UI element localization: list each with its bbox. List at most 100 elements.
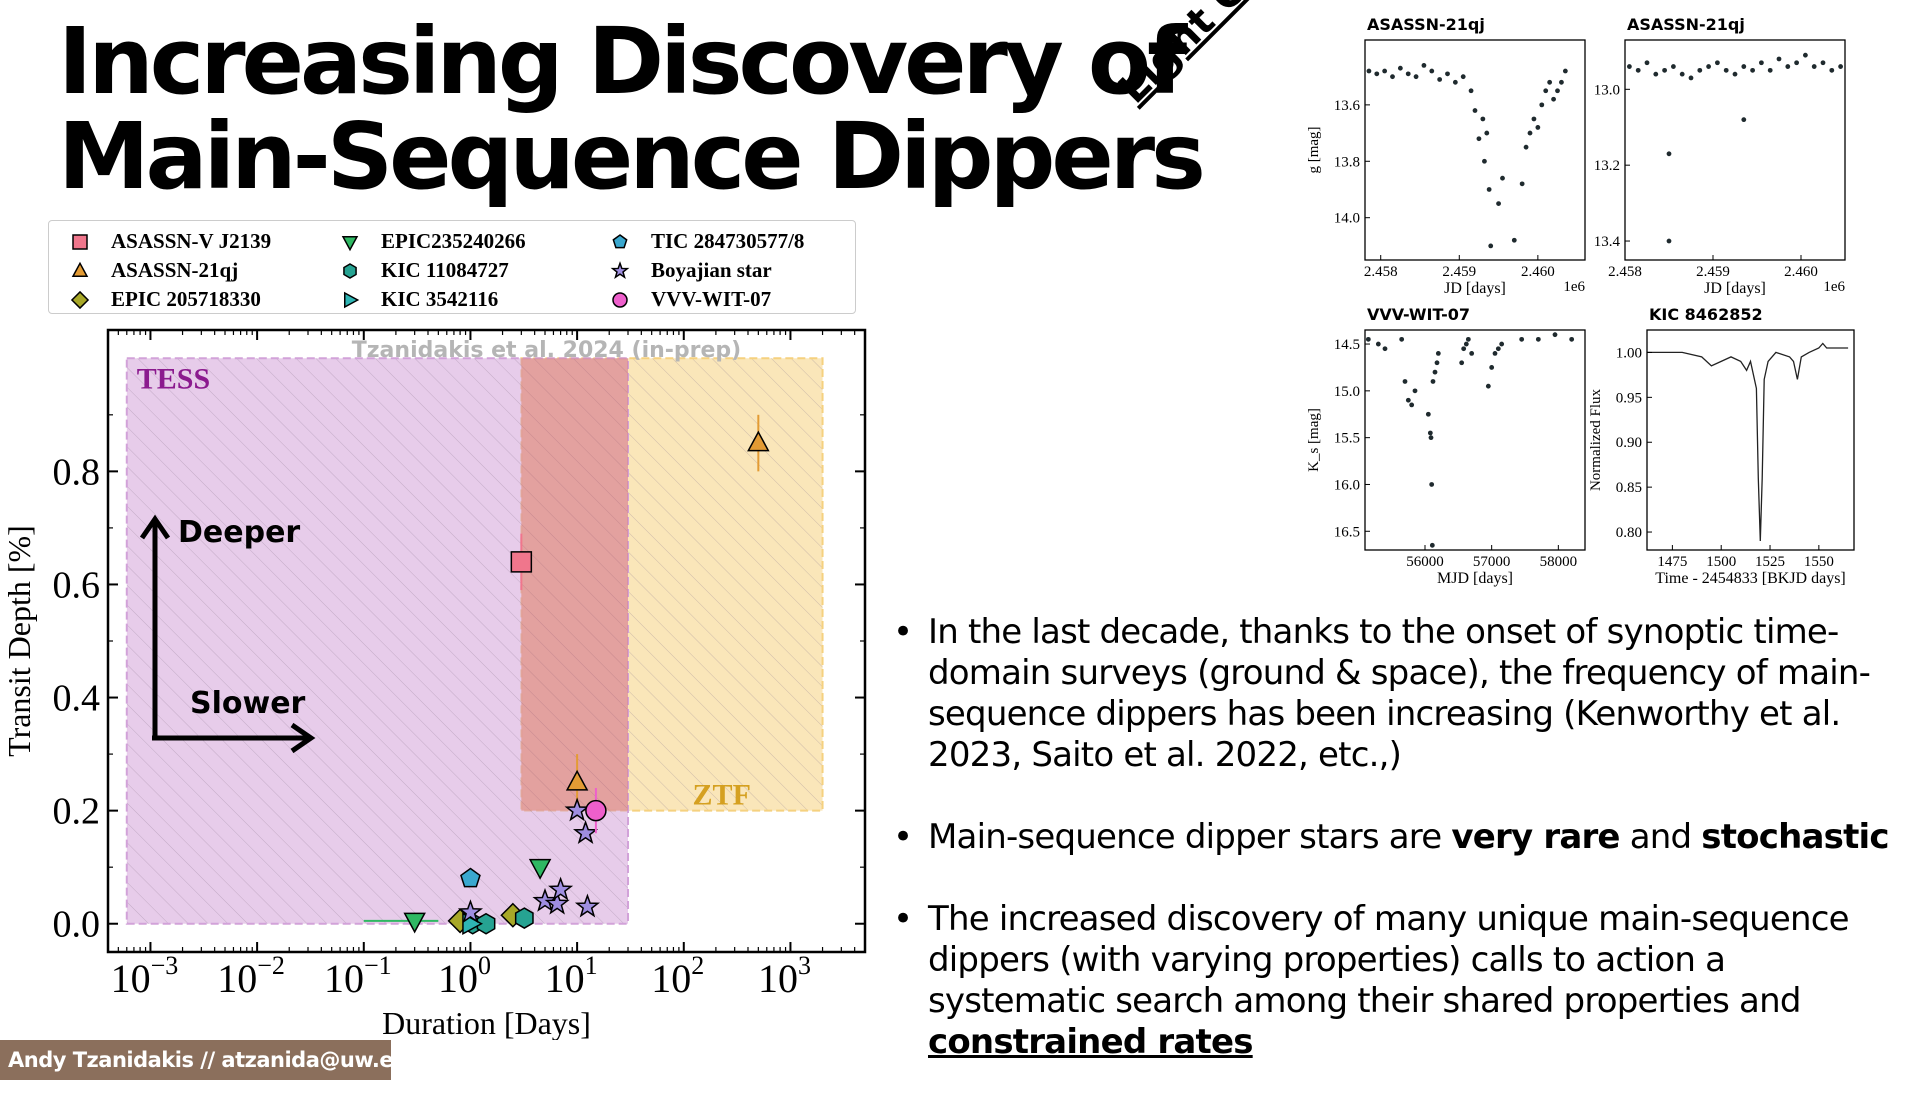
y-tick-label: 15.5 [1334,431,1360,447]
slower-arrowhead [290,722,316,754]
light-curve-point [1390,74,1395,80]
slower-label: Slower [190,686,306,721]
legend-entry-asassn-v-j2139: ASASSN-V J2139 [72,229,272,254]
legend-entry-kic-3542116: KIC 3542116 [344,287,498,312]
y-tick-label: 0.85 [1616,480,1642,496]
light-curve-point [1421,62,1427,68]
light-curve-point [1397,65,1403,71]
x-tick-label: 1550 [1804,554,1834,570]
light-curve-point [1428,435,1434,441]
author-footer: Andy Tzanidakis // atzanida@uw.edu [0,1040,423,1080]
light-curve-point [1463,341,1469,347]
light-curve-point [1535,336,1541,342]
bullet-text: and [1619,817,1702,857]
light-curve-point [1405,71,1411,77]
point-asassn-21qj [565,769,589,791]
light-curve-point [1559,79,1564,85]
legend-marker-shape [610,261,630,280]
light-curve-point [1820,60,1826,66]
light-curve-point [1499,341,1505,347]
light-curve-point [1486,187,1492,192]
y-tick-label: 0.0 [53,904,101,946]
point-boyajian-star [564,797,590,822]
light-curve-point [1374,71,1380,77]
light-curve-point [1482,158,1487,164]
y-tick-label: 13.2 [1594,158,1620,174]
light-curve-point [1671,64,1676,69]
light-curve-point [1627,64,1632,69]
legend-entry-tic-284730577-8: TIC 284730577/8 [612,229,804,254]
point-asassn-v-j2139 [510,551,533,573]
inset-panel-3: VVV-WIT-07 56000 57000 58000 14.5 15.0 15.5 16.… [1306,305,1586,587]
point-boyajian-star [548,876,574,901]
light-curve-point [1569,336,1575,342]
y-tick-label: 16.0 [1334,477,1360,493]
inset-panel-4: KIC 8462852 1475 1500 1525 1550 1.00 0.95 0.90 0… [1588,305,1855,587]
point-boyajian-star [544,890,570,915]
light-curve-point [1543,88,1549,94]
light-curve-point [1492,351,1498,356]
legend-entry-boyajian-star: Boyajian star [610,258,772,283]
chart-legend: ASASSN-V J2139 ASASSN-21qj EPIC 205718330 E… [48,220,856,314]
light-curve-point [1425,411,1431,417]
light-curve-point [1811,64,1817,69]
point-boyajian-star [457,899,484,924]
bullet-text: In the last decade, thanks to the onset … [928,612,1871,775]
light-curve-point [1405,397,1411,403]
light-curve-point [1488,243,1494,249]
legend-label: Boyajian star [651,258,772,282]
legend-marker-icon [70,290,90,310]
title-line-2: Main-Sequence Dippers [58,103,1206,210]
legend-entry-kic-11084727: KIC 11084727 [343,258,509,283]
light-curve-point [1750,67,1755,73]
y-tick-label: 0.4 [53,678,101,720]
y-tick-label: 1.00 [1616,345,1642,361]
legend-marker-shape [612,234,628,249]
inset-y-label: Normalized Flux [1588,388,1604,491]
legend-marker-shape [341,236,359,252]
region-tess [125,357,630,925]
x-tick-label: 2.459 [1442,264,1476,280]
legend-marker-icon [72,234,88,250]
y-tick-label: 16.5 [1334,524,1360,540]
light-curve-point [1653,71,1659,77]
light-curve-point [1785,64,1791,69]
point-boyajian-star [572,820,599,844]
y-tick-label: 14.0 [1334,211,1360,227]
y-tick-label: 15.0 [1334,384,1360,400]
y-axis-label: Transit Depth [%] [1,525,37,757]
deeper-label: Deeper [178,515,300,550]
legend-label: ASASSN-V J2139 [111,229,272,253]
y-tick-label: 0.90 [1616,435,1642,451]
light-curve-point [1706,64,1711,69]
x-tick-label: 101 [545,951,598,1001]
light-curve-point [1435,351,1441,356]
inset-panel-2: ASASSN-21qj 2.458 2.459 2.460 13.0 13.2 13.4 JD… [1594,15,1846,297]
inset-frame [1364,329,1586,551]
y-tick-label: 0.2 [53,791,101,833]
light-curve-point [1489,365,1495,370]
point-epic235240266 [528,858,552,880]
x-tick-label: 57000 [1473,554,1511,570]
light-curve-point [1429,542,1435,548]
light-curve-point [1803,52,1808,58]
x-tick-label: 10−1 [324,951,392,1001]
light-curve-point [1519,181,1525,187]
light-curve-point [1412,388,1418,394]
x-tick-label: 1500 [1706,554,1736,570]
light-curve-point [1445,71,1450,77]
x-axis-label: Duration [Days] [382,1005,591,1040]
light-curve-point [1662,67,1667,73]
legend-label: VVV-WIT-07 [651,287,772,311]
light-curve-point [1484,130,1490,136]
y-tick-label: 14.5 [1334,337,1360,353]
region-overlap [521,358,629,811]
legend-marker-icon [612,234,628,249]
legend-label: ASASSN-21qj [111,258,239,282]
light-curve-point [1476,136,1482,142]
x-tick-label: 2.458 [1608,264,1642,280]
legend-entry-epic235240266: EPIC235240266 [341,229,526,254]
bullet-text: Main-sequence dipper stars are [928,817,1452,857]
point-epic235240266 [403,912,426,934]
inset-frame [1646,329,1855,551]
